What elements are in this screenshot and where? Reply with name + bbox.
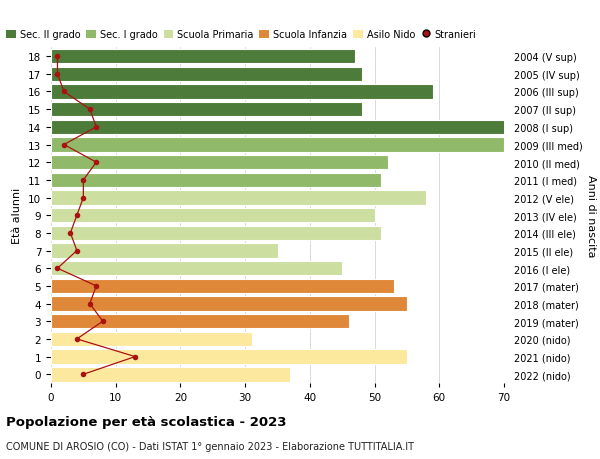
Bar xyxy=(51,103,362,117)
Y-axis label: Età alunni: Età alunni xyxy=(13,188,22,244)
Point xyxy=(72,336,82,343)
Bar xyxy=(51,332,251,347)
Point xyxy=(53,71,62,78)
Bar xyxy=(51,85,433,100)
Point xyxy=(72,247,82,255)
Text: Popolazione per età scolastica - 2023: Popolazione per età scolastica - 2023 xyxy=(6,415,287,428)
Point xyxy=(130,353,140,360)
Bar xyxy=(51,262,342,276)
Point xyxy=(79,177,88,184)
Point xyxy=(65,230,75,237)
Point xyxy=(85,106,95,113)
Y-axis label: Anni di nascita: Anni di nascita xyxy=(586,174,596,257)
Bar xyxy=(51,297,407,311)
Bar xyxy=(51,50,355,64)
Bar xyxy=(51,226,381,241)
Point xyxy=(59,141,69,149)
Point xyxy=(92,283,101,290)
Point xyxy=(79,195,88,202)
Point xyxy=(98,318,107,325)
Point xyxy=(59,89,69,96)
Bar xyxy=(51,208,374,223)
Point xyxy=(53,265,62,272)
Point xyxy=(79,371,88,378)
Bar xyxy=(51,314,349,329)
Text: COMUNE DI AROSIO (CO) - Dati ISTAT 1° gennaio 2023 - Elaborazione TUTTITALIA.IT: COMUNE DI AROSIO (CO) - Dati ISTAT 1° ge… xyxy=(6,441,414,451)
Bar xyxy=(51,120,511,135)
Point xyxy=(72,212,82,219)
Point xyxy=(85,300,95,308)
Bar xyxy=(51,138,504,152)
Legend: Sec. II grado, Sec. I grado, Scuola Primaria, Scuola Infanzia, Asilo Nido, Stran: Sec. II grado, Sec. I grado, Scuola Prim… xyxy=(7,30,476,40)
Point xyxy=(92,124,101,131)
Bar xyxy=(51,156,388,170)
Bar xyxy=(51,350,407,364)
Bar xyxy=(51,67,362,82)
Bar xyxy=(51,279,394,293)
Bar xyxy=(51,244,277,258)
Point xyxy=(53,53,62,61)
Bar xyxy=(51,367,290,382)
Point xyxy=(92,159,101,167)
Bar xyxy=(51,191,427,205)
Bar xyxy=(51,173,381,188)
